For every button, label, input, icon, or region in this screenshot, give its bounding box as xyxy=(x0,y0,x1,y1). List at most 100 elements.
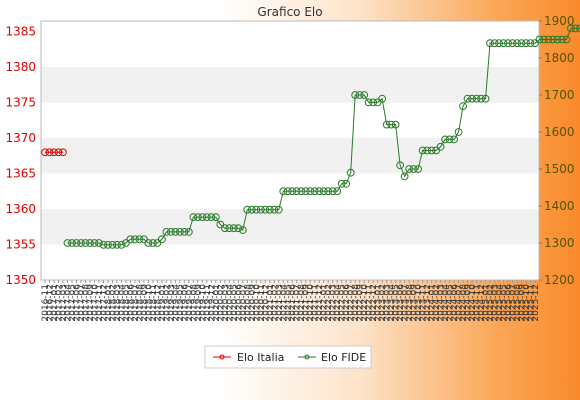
x-tick-label: 2024-11 xyxy=(473,284,483,322)
x-tick-label: 2021-04 xyxy=(279,284,289,322)
data-point xyxy=(135,235,144,244)
x-tick-label: 2022-04 xyxy=(333,284,343,322)
x-tick-label: 2017-09 xyxy=(86,284,96,322)
x-tick-label: 2021-02 xyxy=(270,284,280,322)
left-tick-label: 1370 xyxy=(5,131,36,145)
data-point xyxy=(481,94,490,103)
x-tick-label: 2017-01 xyxy=(50,284,60,322)
data-point xyxy=(418,146,427,155)
data-point xyxy=(45,148,54,157)
x-tick-label: 2017-10 xyxy=(90,284,100,322)
data-point xyxy=(553,35,562,44)
data-point xyxy=(517,39,526,48)
x-tick-label: 2024-02 xyxy=(432,284,442,322)
data-point xyxy=(256,205,265,214)
data-point xyxy=(540,35,548,44)
data-point xyxy=(315,187,324,196)
x-tick-label: 2019-02 xyxy=(162,284,172,322)
data-point xyxy=(423,146,432,155)
data-point xyxy=(41,148,49,157)
x-tick-label: 2025-09 xyxy=(518,284,528,322)
x-tick-label: 2021-01 xyxy=(266,284,276,322)
x-tick-label: 2024-06 xyxy=(450,284,460,322)
data-point xyxy=(220,224,229,233)
data-point xyxy=(126,235,135,244)
x-tick-label: 2022-10 xyxy=(360,284,370,322)
series-layer xyxy=(41,24,580,249)
x-tick-label: 2019-08 xyxy=(189,284,199,322)
data-point xyxy=(477,94,485,103)
data-point xyxy=(261,205,270,214)
data-point xyxy=(351,91,360,99)
left-axis-ticks: 1350 1355 1360 1365 1370 1375 1380 1385 xyxy=(5,25,36,287)
x-tick-label: 2018-02 xyxy=(108,284,118,322)
x-tick-label: 2017-02 xyxy=(54,284,64,322)
data-point xyxy=(387,120,396,129)
data-point xyxy=(513,39,521,48)
data-point xyxy=(81,239,90,247)
x-tick-label: 2022-06 xyxy=(342,284,352,322)
x-tick-label: 2017-08 xyxy=(81,284,91,322)
x-tick-label: 2025-02 xyxy=(486,284,496,322)
x-tick-label: 2024-08 xyxy=(459,284,469,322)
data-point xyxy=(50,148,58,157)
x-tick-label: 2025-06 xyxy=(504,284,514,322)
data-point xyxy=(283,187,292,196)
x-tick-label: 2023-11 xyxy=(419,284,429,322)
data-point xyxy=(279,187,288,196)
data-point xyxy=(247,205,256,214)
data-point xyxy=(113,240,121,249)
x-tick-label: 2018-07 xyxy=(131,284,141,322)
data-point xyxy=(310,187,319,196)
x-tick-label: 2023-03 xyxy=(383,284,393,322)
data-point xyxy=(175,228,184,236)
data-point xyxy=(436,142,445,151)
data-point xyxy=(117,240,126,249)
x-tick-label: 2018-12 xyxy=(153,284,163,322)
right-axis-ticks: 1200 1300 1400 1500 1600 1700 1800 1900 xyxy=(539,14,575,287)
x-tick-label: 2023-04 xyxy=(387,284,397,322)
data-point xyxy=(189,213,198,222)
data-point xyxy=(405,165,414,173)
data-point xyxy=(409,165,418,173)
x-tick-label: 2017-03 xyxy=(59,284,69,322)
data-point xyxy=(229,224,238,233)
x-tick-label: 2020-11 xyxy=(257,284,267,322)
right-tick-label: 1700 xyxy=(544,88,575,102)
data-point xyxy=(526,39,535,48)
data-point xyxy=(252,205,261,214)
x-tick-label: 2025-04 xyxy=(495,284,505,322)
x-axis-ticks: 2016-112016-122017-012017-022017-032017-… xyxy=(41,280,541,322)
right-tick-label: 1200 xyxy=(544,273,575,287)
right-tick-label: 1300 xyxy=(544,236,575,250)
data-point xyxy=(180,228,189,236)
x-tick-label: 2019-01 xyxy=(158,284,168,322)
x-tick-label: 2018-09 xyxy=(140,284,150,322)
x-tick-label: 2021-09 xyxy=(302,284,312,322)
data-point xyxy=(148,239,157,247)
data-point xyxy=(544,35,553,44)
data-point xyxy=(319,187,328,196)
x-tick-label: 2021-06 xyxy=(288,284,298,322)
x-tick-label: 2017-11 xyxy=(95,284,105,322)
data-point xyxy=(90,239,99,247)
x-tick-label: 2019-03 xyxy=(167,284,177,322)
x-tick-label: 2020-07 xyxy=(239,284,249,322)
x-tick-label: 2025-10 xyxy=(522,284,532,322)
legend-label-italia: Elo Italia xyxy=(237,351,284,364)
x-tick-label: 2025-11 xyxy=(527,284,537,322)
data-point xyxy=(274,205,283,214)
x-tick-label: 2023-05 xyxy=(392,284,402,322)
left-tick-label: 1380 xyxy=(5,60,36,74)
data-point xyxy=(193,213,202,222)
left-tick-label: 1385 xyxy=(5,25,36,39)
data-point xyxy=(346,168,355,177)
x-tick-label: 2021-10 xyxy=(306,284,316,322)
plot-border xyxy=(40,20,540,281)
data-point xyxy=(292,187,301,196)
data-point xyxy=(162,228,171,236)
data-point xyxy=(427,146,436,155)
data-point xyxy=(270,205,279,214)
x-tick-label: 2023-08 xyxy=(405,284,415,322)
